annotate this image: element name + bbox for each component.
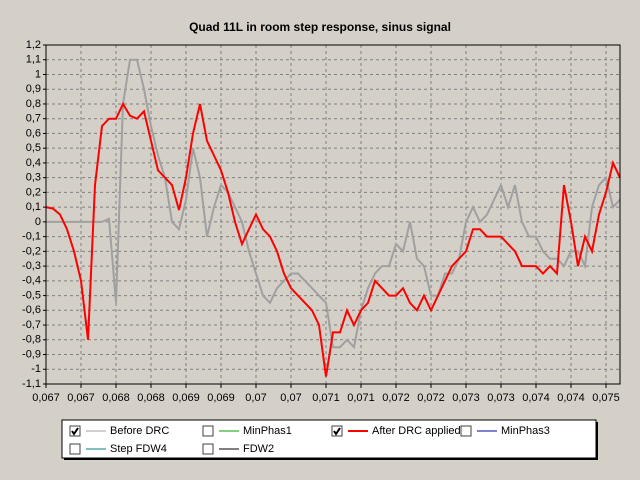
series-line [45,101,621,377]
legend-entries: Before DRC MinPhas1 After DRC applied MinPh… [69,425,550,455]
legend-checkmark [71,427,79,436]
legend-label: Before DRC [110,425,169,437]
x-tick-label: 0,072 [382,392,410,404]
y-tick-label: 0,4 [26,157,41,169]
y-tick-label: -0,4 [22,275,41,287]
y-tick-label: 0,8 [26,98,41,110]
legend-checkmark [333,427,341,436]
legend-checkbox[interactable] [460,425,472,437]
y-tick-label: 0,1 [26,201,41,213]
legend-checkbox[interactable] [202,425,214,437]
y-tick-label: -0,2 [22,245,41,257]
y-tick-label: -1 [31,363,41,375]
x-tick-label: 0,074 [522,392,550,404]
x-tick-label: 0,068 [137,392,165,404]
y-tick-label: -0,3 [22,260,41,272]
x-tick-label: 0,074 [557,392,585,404]
x-tick-label: 0,067 [32,392,60,404]
legend-label: MinPhas1 [243,425,292,437]
plot-area: -1,1 -1 -0,9 -0,8 -0,7 -0,6 -0,5 -0,4 -0,3 -0,2 -0… [22,39,621,404]
y-tick-label: 0,7 [26,113,41,125]
legend-checkbox[interactable] [202,443,214,455]
x-tick-label: 0,073 [487,392,515,404]
x-tick-label: 0,073 [452,392,480,404]
plot-border [45,44,621,385]
legend-label: FDW2 [243,443,274,455]
y-tick-label: 0,6 [26,127,41,139]
y-tick-label: 0,2 [26,186,41,198]
legend-label: After DRC applied [372,425,461,437]
y-tick-label: -1,1 [22,378,41,390]
y-tick-label: -0,1 [22,231,41,243]
series-line [46,58,621,350]
y-tick-label: 1 [35,68,41,80]
y-tick-label: 0,9 [26,83,41,95]
x-tick-label: 0,07 [245,392,266,404]
legend-label: Step FDW4 [110,443,167,455]
y-tick-label: -0,6 [22,304,41,316]
y-tick-label: -0,8 [22,334,41,346]
x-tick-label: 0,067 [67,392,95,404]
x-tick-label: 0,071 [347,392,375,404]
legend-checkbox[interactable] [69,443,81,455]
legend-label: MinPhas3 [501,425,550,437]
plot-background [46,45,620,384]
legend [61,419,597,459]
x-tick-label: 0,075 [592,392,620,404]
y-tick-label: 0,5 [26,142,41,154]
x-tick-label: 0,068 [102,392,130,404]
y-tick-label: 1,2 [26,39,41,51]
x-tick-label: 0,069 [207,392,235,404]
x-tick-label: 0,07 [280,392,301,404]
y-tick-label: -0,7 [22,319,41,331]
y-tick-label: -0,9 [22,348,41,360]
y-tick-label: 0,3 [26,172,41,184]
y-tick-label: 0 [35,216,41,228]
x-tick-label: 0,071 [312,392,340,404]
y-tick-label: 1,1 [26,54,41,66]
x-tick-label: 0,069 [172,392,200,404]
y-tick-label: -0,5 [22,289,41,301]
x-tick-label: 0,072 [417,392,445,404]
chart-title: Quad 11L in room step response, sinus si… [189,20,451,34]
